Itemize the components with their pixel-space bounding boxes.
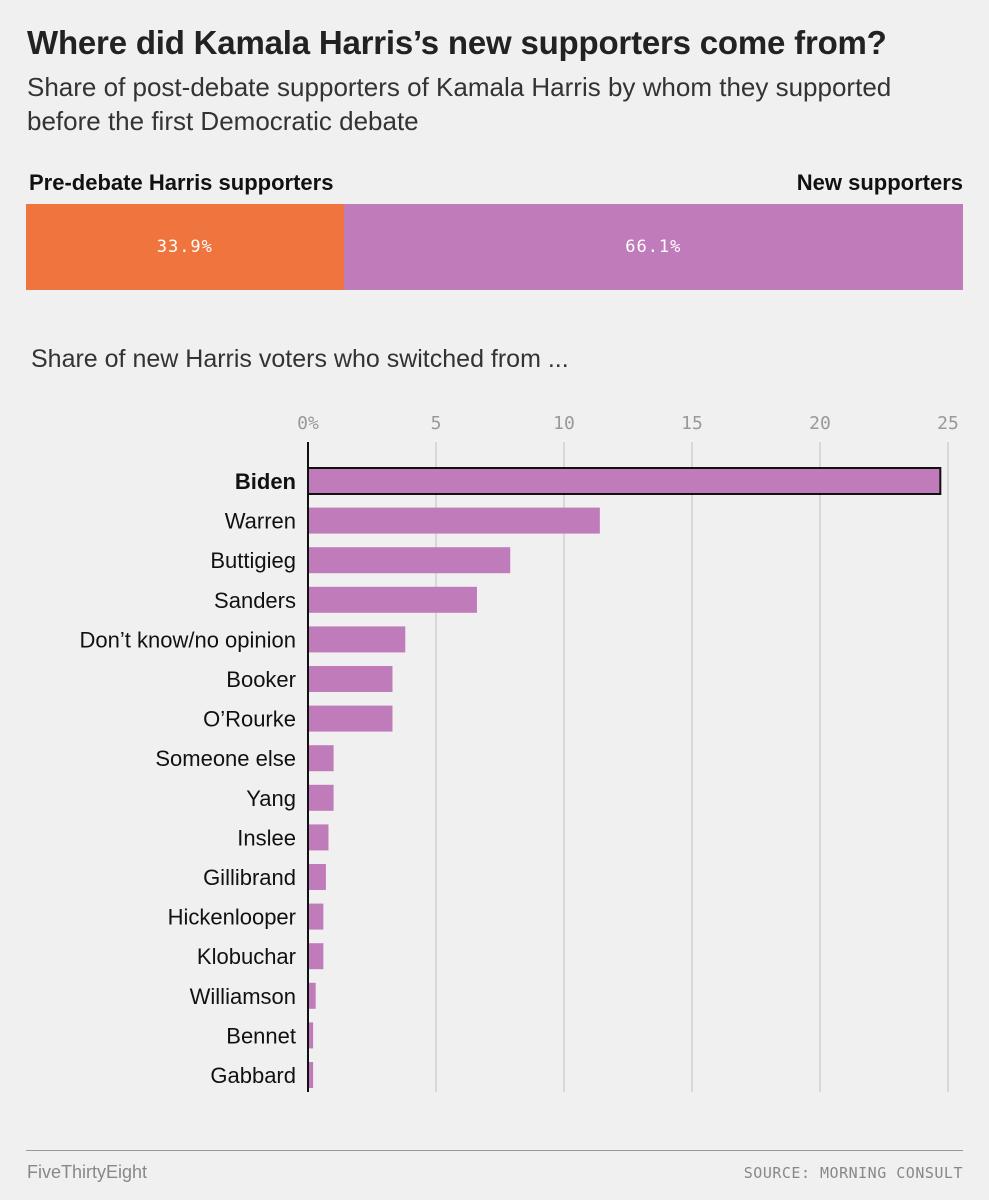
category-label: Booker xyxy=(226,667,296,692)
category-label: Someone else xyxy=(155,746,296,771)
bar xyxy=(308,864,326,890)
bar xyxy=(308,626,406,653)
bar xyxy=(308,903,324,930)
category-label: Biden xyxy=(235,469,296,494)
category-label: Williamson xyxy=(190,984,296,1009)
category-label: Buttigieg xyxy=(210,548,296,573)
bar xyxy=(308,666,393,692)
bar xyxy=(308,982,316,1009)
x-tick-label: 15 xyxy=(681,413,703,434)
new-supporters-segment: 66.1% xyxy=(343,204,963,290)
chart-title: Where did Kamala Harris’s new supporters… xyxy=(27,24,887,61)
stack-left-label: Pre-debate Harris supporters xyxy=(29,170,334,195)
bar xyxy=(308,547,511,574)
category-label: Don’t know/no opinion xyxy=(80,627,296,652)
category-label: Hickenlooper xyxy=(168,905,296,930)
x-tick-label: 0% xyxy=(297,413,319,434)
category-label: Gillibrand xyxy=(203,865,296,890)
footer-source: SOURCE: MORNING CONSULT xyxy=(743,1164,963,1182)
category-label: Sanders xyxy=(214,588,296,613)
category-label: O’Rourke xyxy=(203,707,296,732)
new-supporters-value: 66.1% xyxy=(625,237,682,257)
x-tick-label: 10 xyxy=(553,413,575,434)
chart-subtitle: Share of post-debate supporters of Kamal… xyxy=(27,72,892,136)
x-tick-label: 20 xyxy=(809,413,831,434)
bar xyxy=(308,1022,314,1049)
bar xyxy=(308,705,393,732)
stack-right-label: New supporters xyxy=(796,170,963,195)
bar xyxy=(308,507,600,534)
bar xyxy=(308,824,329,851)
category-label: Gabbard xyxy=(210,1063,296,1088)
category-label: Warren xyxy=(225,509,296,534)
bar xyxy=(308,943,324,970)
footer-divider xyxy=(26,1150,963,1151)
x-tick-label: 25 xyxy=(937,413,959,434)
category-label: Inslee xyxy=(237,825,296,850)
stacked-share-bar: 33.9% 66.1% xyxy=(26,204,963,290)
bar xyxy=(308,586,477,613)
pre-debate-value: 33.9% xyxy=(156,237,213,257)
bar xyxy=(308,745,334,772)
category-label: Bennet xyxy=(226,1023,296,1048)
x-tick-label: 5 xyxy=(431,413,442,434)
category-label: Yang xyxy=(246,786,296,811)
bar xyxy=(308,1062,314,1088)
footer-brand: FiveThirtyEight xyxy=(27,1162,148,1182)
section-label: Share of new Harris voters who switched … xyxy=(31,345,569,373)
bar xyxy=(307,467,942,495)
pre-debate-segment: 33.9% xyxy=(26,204,344,290)
bar xyxy=(308,784,334,811)
switcher-bar-chart: 0% 5 10 15 20 25 Biden Warren Buttigieg Sanders Do… xyxy=(80,413,959,1092)
category-label: Klobuchar xyxy=(197,944,296,969)
